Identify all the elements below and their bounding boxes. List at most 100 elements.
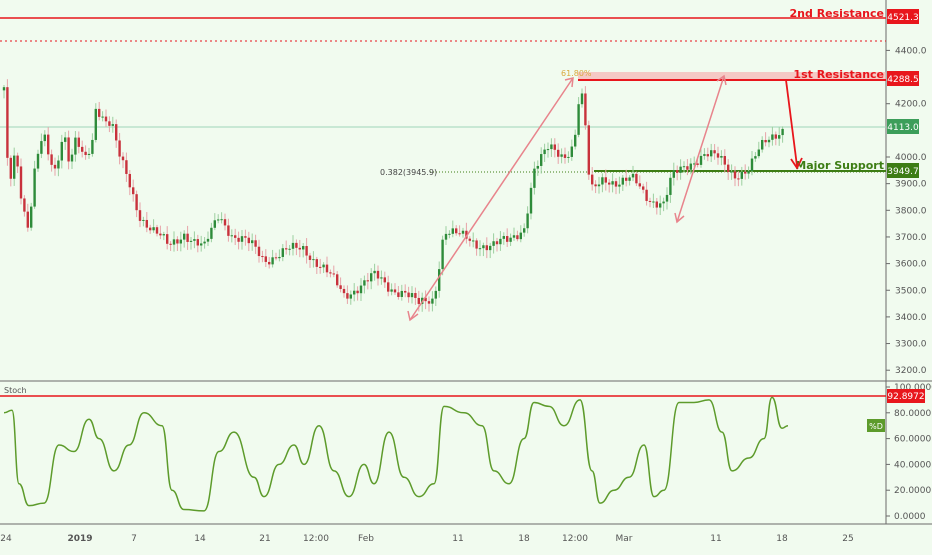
candle-body [87, 153, 91, 156]
candle-body [213, 220, 216, 228]
candle-body [308, 255, 312, 260]
time-tick-label: 11 [452, 534, 463, 544]
candle-body [594, 184, 597, 187]
candle-body [152, 227, 155, 231]
price-tick-label: 4200.0 [895, 100, 927, 110]
candle-body [665, 194, 669, 202]
candle-body [251, 240, 254, 244]
candle-body [193, 239, 196, 241]
candle-body [40, 141, 43, 154]
candle-body [200, 243, 203, 246]
candle-body [366, 280, 369, 282]
candle-body [553, 144, 556, 150]
svg-text:3949.7: 3949.7 [887, 167, 919, 177]
first-resistance-label: 1st Resistance [793, 68, 884, 81]
candle-body [138, 210, 142, 221]
candle-body [628, 177, 631, 181]
candle-body [183, 233, 186, 240]
time-tick-label: 24 [0, 534, 12, 544]
candle-body [546, 149, 550, 151]
stoch-tick-label: 40.0000 [894, 460, 931, 470]
candle-body [621, 177, 624, 185]
candle-body [434, 290, 437, 299]
candle-body [499, 238, 502, 245]
candle-body [635, 173, 638, 184]
candle-body [9, 157, 12, 179]
candle-body [264, 256, 267, 262]
candle-body [580, 93, 584, 105]
candle-body [448, 233, 451, 235]
time-tick-label: 21 [259, 534, 270, 544]
candle-body [543, 149, 546, 155]
stoch-tick-label: 0.0000 [894, 512, 926, 522]
candle-body [43, 134, 46, 142]
candle-body [376, 270, 380, 279]
candle-body [652, 201, 655, 203]
candle-body [50, 154, 53, 165]
candle-body [30, 206, 33, 228]
candle-body [597, 184, 601, 187]
candle-body [325, 264, 329, 273]
candle-body [230, 235, 233, 237]
trend-arrow-up [407, 77, 574, 322]
price-badge-current: 4113.0 [887, 119, 919, 134]
stoch-tick-label: 20.0000 [894, 486, 931, 496]
candle-body [512, 235, 516, 238]
stoch-axis-ticks: 100.0000 80.0000 60.0000 40.0000 20.0000 0.00… [886, 383, 932, 522]
candle-body [397, 292, 400, 297]
candle-body [614, 181, 618, 187]
candle-body [91, 139, 94, 154]
time-tick-label: 18 [776, 534, 788, 544]
candle-body [489, 245, 492, 251]
candle-body [506, 236, 509, 242]
candle-body [587, 125, 590, 175]
candle-body [404, 290, 407, 293]
candle-body [604, 177, 607, 183]
candle-body [227, 225, 230, 236]
candle-body [638, 183, 641, 187]
candle-body [431, 298, 434, 304]
price-tick-label: 3700.0 [895, 233, 927, 243]
candle-body [455, 228, 458, 234]
candle-body [254, 240, 257, 247]
candle-body [220, 219, 223, 221]
candle-body [465, 230, 468, 239]
candle-body [754, 156, 757, 159]
candle-body [271, 257, 274, 265]
candle-body [676, 170, 679, 173]
candle-body [356, 290, 359, 294]
candle-body [244, 236, 247, 238]
price-tick-label: 3800.0 [895, 206, 927, 216]
candle-body [237, 237, 240, 242]
stoch-tick-label: 60.0000 [894, 435, 931, 445]
time-tick-label: 18 [518, 534, 530, 544]
price-tick-label: 3200.0 [895, 366, 927, 376]
time-tick-label: 14 [194, 534, 206, 544]
candle-body [81, 146, 84, 152]
candle-body [771, 134, 774, 140]
candle-body [475, 240, 478, 249]
candle-body [206, 238, 210, 242]
candle-body [159, 233, 162, 236]
candle-body [417, 297, 420, 304]
candle-body [370, 273, 373, 282]
candle-body [387, 282, 390, 292]
candle-body [740, 171, 743, 179]
candle-body [601, 177, 604, 185]
candle-body [686, 166, 689, 170]
candle-body [346, 293, 349, 299]
candle-body [720, 156, 723, 158]
candle-body [16, 155, 19, 167]
stoch-title: Stoch [4, 386, 27, 395]
candle-body [427, 301, 431, 304]
candle-body [424, 297, 427, 302]
candle-body [172, 239, 176, 245]
candle-body [108, 121, 111, 126]
price-tick-label: 4400.0 [895, 46, 927, 56]
svg-text:4113.0: 4113.0 [887, 123, 919, 133]
candle-body [342, 288, 346, 294]
candle-body [359, 285, 363, 294]
price-series [2, 79, 784, 312]
svg-text:4288.5: 4288.5 [887, 75, 919, 85]
candle-body [410, 293, 414, 298]
